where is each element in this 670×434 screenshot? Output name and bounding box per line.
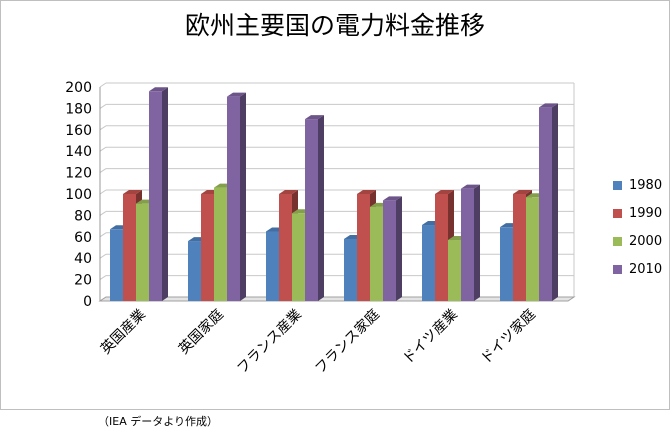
y-tick-label: 200 xyxy=(65,80,92,96)
bar-top xyxy=(279,190,298,194)
x-tick-label: 英国家庭 xyxy=(175,306,227,358)
bar-front xyxy=(266,231,279,301)
gridline-side xyxy=(99,210,107,216)
bar-top xyxy=(357,190,376,194)
bar-side xyxy=(396,196,402,301)
gridline-side xyxy=(99,189,107,195)
bar-front xyxy=(292,213,305,301)
y-tick-label: 140 xyxy=(65,144,92,160)
x-tick-label: ドイツ産業 xyxy=(400,307,461,368)
x-tick-label: ドイツ家庭 xyxy=(477,306,539,368)
bar-front xyxy=(227,96,240,301)
bar-front xyxy=(500,227,513,301)
bar-top xyxy=(149,87,168,92)
bar-front xyxy=(136,203,149,301)
y-tick-label: 120 xyxy=(65,166,92,182)
legend-label: 1980 xyxy=(629,178,663,193)
gridline-side xyxy=(99,168,107,174)
gridline-side xyxy=(99,146,107,152)
bar xyxy=(539,103,558,301)
x-tick-label: フランス家庭 xyxy=(312,306,383,377)
bar-front xyxy=(123,194,136,301)
y-tick-label: 160 xyxy=(65,123,92,139)
bar-front xyxy=(357,194,370,301)
bar-front xyxy=(513,194,526,301)
bar xyxy=(149,87,168,301)
bar-top xyxy=(539,103,558,108)
bar-front xyxy=(344,238,357,301)
bar-top xyxy=(227,92,246,97)
bar-front xyxy=(448,240,461,301)
legend-label: 2000 xyxy=(629,234,663,249)
bar-front xyxy=(526,197,539,301)
gridline-side xyxy=(99,232,107,238)
gridline-side xyxy=(99,82,107,88)
bar-front xyxy=(539,107,552,301)
y-tick-label: 180 xyxy=(65,101,92,117)
bar-top xyxy=(461,184,480,189)
legend-swatch xyxy=(613,265,622,274)
bar-front xyxy=(214,187,227,301)
bar-front xyxy=(383,200,396,301)
legend-label: 2010 xyxy=(629,262,663,277)
bar-front xyxy=(149,91,162,301)
x-tick-label: 英国産業 xyxy=(97,306,149,358)
bar-front xyxy=(188,241,201,301)
bar-front xyxy=(370,206,383,301)
legend-swatch xyxy=(613,209,622,218)
bar-front xyxy=(305,119,318,301)
gridline-side xyxy=(99,253,107,259)
legend-label: 1990 xyxy=(629,206,663,221)
bar-side xyxy=(474,184,480,301)
bar-top xyxy=(305,115,324,120)
y-tick-label: 60 xyxy=(74,230,92,246)
bar-top xyxy=(435,190,454,194)
legend-swatch xyxy=(613,237,622,246)
bar xyxy=(305,115,324,301)
bar xyxy=(383,196,402,301)
x-tick-label: フランス産業 xyxy=(234,307,305,378)
y-tick-label: 80 xyxy=(74,208,92,224)
source-note: （IEA データより作成） xyxy=(98,415,218,428)
bar-top xyxy=(513,190,532,194)
bar-side xyxy=(162,87,168,301)
bar-side xyxy=(240,92,246,301)
gridline-side xyxy=(99,125,107,131)
bar-front xyxy=(461,188,474,301)
bar-side xyxy=(552,103,558,301)
bar-front xyxy=(422,225,435,301)
bar xyxy=(227,92,246,301)
bar-top xyxy=(123,190,142,194)
y-tick-label: 40 xyxy=(74,251,92,267)
bar-front xyxy=(435,194,448,301)
gridline-side xyxy=(99,103,107,109)
bar-front xyxy=(110,229,123,301)
y-tick-label: 20 xyxy=(74,273,92,289)
gridline-side xyxy=(99,275,107,281)
bar-front xyxy=(279,194,292,301)
y-tick-label: 0 xyxy=(83,294,92,310)
chart-title: 欧州主要国の電力料金推移 xyxy=(184,11,485,40)
legend-swatch xyxy=(613,181,622,190)
y-tick-label: 100 xyxy=(65,187,92,203)
bar xyxy=(461,184,480,301)
bar-side xyxy=(318,115,324,301)
bar-front xyxy=(201,194,214,301)
bar-top xyxy=(383,196,402,201)
